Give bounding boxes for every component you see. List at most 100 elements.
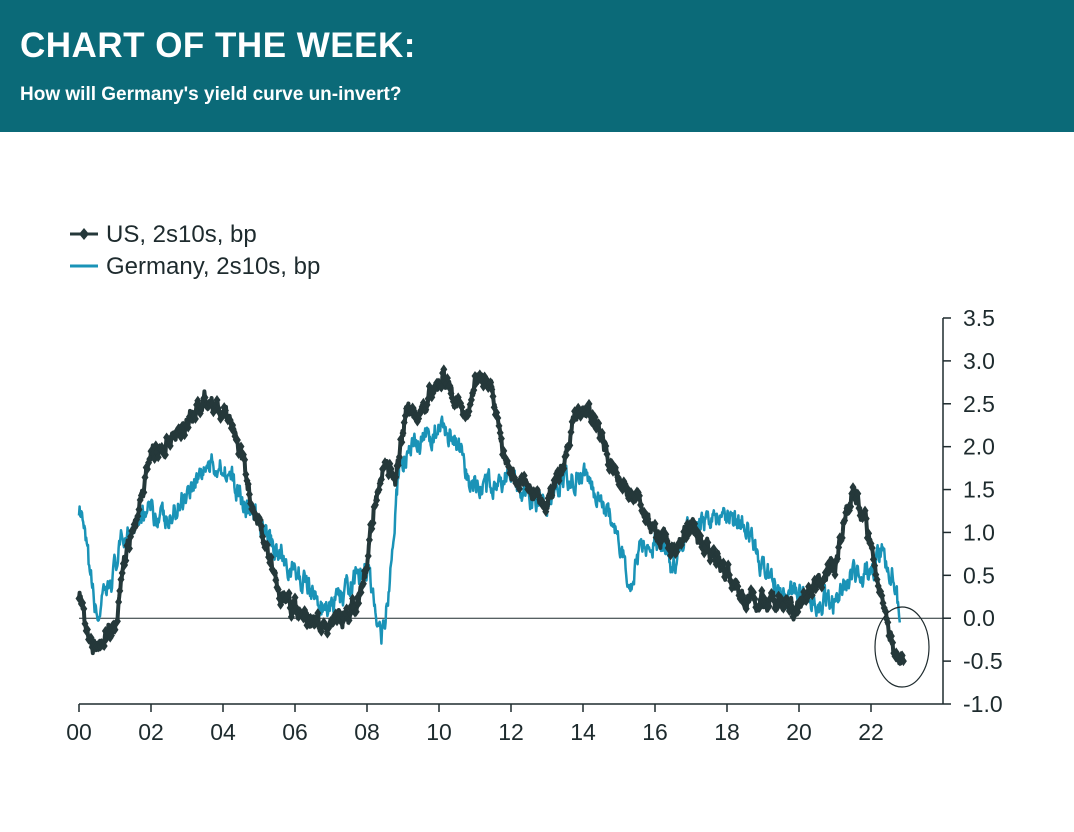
page-title: CHART OF THE WEEK: [20, 26, 416, 65]
us-point-marker [272, 575, 280, 586]
us-point-marker [135, 504, 143, 515]
us-point-marker [755, 602, 763, 613]
us-point-marker [458, 402, 466, 413]
us-point-marker [359, 578, 367, 589]
x-tick-label: 04 [210, 719, 236, 745]
us-point-marker [724, 559, 732, 570]
y-tick-label: 0.0 [963, 605, 995, 631]
us-point-marker [345, 615, 353, 626]
legend-label-us: US, 2s10s, bp [106, 221, 257, 248]
us-point-marker [489, 391, 497, 402]
us-point-marker [274, 584, 282, 595]
us-point-marker [401, 410, 409, 421]
us-point-marker [871, 560, 879, 571]
us-point-marker [704, 537, 712, 548]
us-point-marker [233, 434, 241, 445]
y-tick-label: -0.5 [963, 648, 1003, 674]
us-point-marker [585, 398, 593, 409]
us-point-marker [191, 413, 199, 424]
us-point-marker [107, 630, 115, 641]
us-point-marker [734, 581, 742, 592]
us-point-marker [237, 441, 245, 452]
us-point-marker [201, 392, 209, 403]
us-point-marker [831, 569, 839, 580]
us-point-marker [443, 373, 451, 384]
header-banner: CHART OF THE WEEK: How will Germany's yi… [0, 0, 1074, 132]
us-point-marker [80, 603, 88, 614]
us-point-marker [494, 412, 502, 423]
us-point-marker [838, 532, 846, 543]
us-point-marker [548, 490, 556, 501]
x-tick-label: 00 [66, 719, 92, 745]
us-point-marker [549, 482, 557, 493]
us-point-marker [140, 487, 148, 498]
us-point-marker [847, 501, 855, 512]
us-point-marker [377, 474, 385, 485]
us-point-marker [398, 437, 406, 448]
us-point-marker [706, 555, 714, 566]
us-point-marker [662, 529, 670, 540]
us-point-marker [87, 632, 95, 643]
x-tick-label: 18 [714, 719, 740, 745]
us-point-marker [181, 430, 189, 441]
us-point-marker [497, 433, 505, 444]
legend-item-germany: Germany, 2s10s, bp [70, 253, 320, 280]
legend-label-germany: Germany, 2s10s, bp [106, 253, 320, 280]
us-point-marker [465, 406, 473, 417]
us-point-marker [291, 592, 299, 603]
us-point-marker [285, 588, 293, 599]
us-point-marker [125, 543, 133, 554]
us-point-marker [467, 394, 475, 405]
us-point-marker [760, 593, 768, 604]
us-point-marker [598, 427, 606, 438]
us-point-marker [777, 593, 785, 604]
us-point-marker [640, 506, 648, 517]
us-point-marker [271, 567, 279, 578]
us-point-marker [392, 472, 400, 483]
us-point-marker [154, 452, 162, 463]
us-point-marker [833, 553, 841, 564]
us-point-marker [495, 420, 503, 431]
us-point-marker [437, 382, 445, 393]
us-point-marker [515, 483, 523, 494]
us-point-marker [635, 490, 643, 501]
us-point-marker [854, 488, 862, 499]
chart-legend: US, 2s10s, bp Germany, 2s10s, bp [70, 221, 320, 280]
x-tick-label: 16 [642, 719, 668, 745]
y-tick-label: 1.5 [963, 477, 995, 503]
y-tick-label: -1.0 [963, 691, 1003, 717]
us-point-marker [141, 472, 149, 483]
y-tick-label: 3.5 [963, 305, 995, 331]
y-tick-label: 1.0 [963, 519, 995, 545]
us-point-marker [131, 521, 139, 532]
us-point-marker [591, 412, 599, 423]
us-point-marker [770, 595, 778, 606]
us-point-marker [560, 463, 568, 474]
us-point-marker [835, 542, 843, 553]
us-point-marker [369, 518, 377, 529]
us-point-marker [399, 428, 407, 439]
us-point-marker [742, 603, 750, 614]
us-point-marker [100, 640, 108, 651]
x-tick-label: 14 [570, 719, 596, 745]
x-tick-label: 22 [858, 719, 884, 745]
us-point-marker [121, 560, 129, 571]
us-point-marker [116, 585, 124, 596]
us-point-marker [166, 440, 174, 451]
us-point-marker [277, 599, 285, 610]
us-point-marker [363, 563, 371, 574]
us-point-marker [355, 598, 363, 609]
us-point-marker [487, 377, 495, 388]
x-tick-label: 12 [498, 719, 524, 745]
us-point-marker [899, 656, 907, 667]
us-point-marker [602, 441, 610, 452]
x-tick-label: 06 [282, 719, 308, 745]
us-point-marker [566, 440, 574, 451]
us-point-marker [884, 617, 892, 628]
x-tick-label: 08 [354, 719, 380, 745]
us-point-marker [263, 539, 271, 550]
us-point-marker [555, 475, 563, 486]
us-point-marker [364, 550, 372, 561]
us-point-marker [394, 460, 402, 471]
us-point-marker [878, 590, 886, 601]
